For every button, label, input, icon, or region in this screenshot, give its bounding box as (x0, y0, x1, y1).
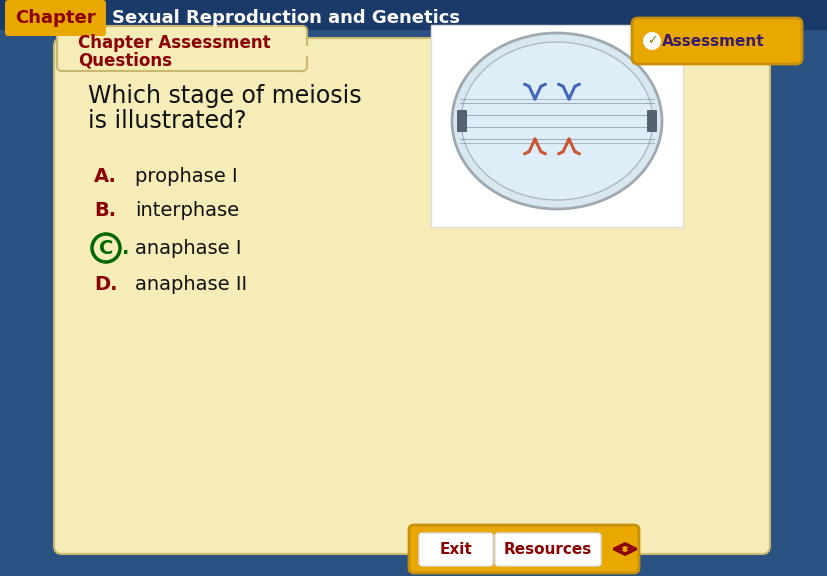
FancyBboxPatch shape (54, 38, 769, 554)
Text: Exit: Exit (439, 541, 472, 556)
Text: Assessment: Assessment (661, 33, 763, 48)
FancyBboxPatch shape (431, 25, 682, 227)
Text: Chapter: Chapter (15, 9, 95, 27)
FancyBboxPatch shape (631, 18, 801, 64)
Text: B.: B. (94, 202, 116, 221)
Text: Chapter Assessment: Chapter Assessment (78, 34, 270, 52)
Text: interphase: interphase (135, 202, 239, 221)
Text: ✓: ✓ (646, 35, 657, 47)
FancyBboxPatch shape (57, 26, 307, 71)
Text: C: C (98, 238, 113, 257)
FancyBboxPatch shape (418, 533, 492, 566)
FancyBboxPatch shape (0, 0, 827, 30)
Text: A.: A. (94, 166, 117, 185)
FancyBboxPatch shape (457, 110, 466, 132)
Polygon shape (62, 46, 302, 66)
Text: Which stage of meiosis: Which stage of meiosis (88, 84, 361, 108)
Text: prophase I: prophase I (135, 166, 237, 185)
FancyBboxPatch shape (495, 533, 600, 566)
FancyBboxPatch shape (409, 525, 638, 573)
FancyBboxPatch shape (646, 110, 656, 132)
Text: D.: D. (94, 275, 117, 294)
Circle shape (643, 32, 660, 50)
Text: anaphase II: anaphase II (135, 275, 246, 294)
Text: Questions: Questions (78, 51, 172, 69)
Text: is illustrated?: is illustrated? (88, 109, 246, 133)
Ellipse shape (461, 42, 653, 200)
Text: Resources: Resources (504, 541, 591, 556)
Polygon shape (302, 46, 769, 56)
Text: Sexual Reproduction and Genetics: Sexual Reproduction and Genetics (112, 9, 460, 27)
Ellipse shape (452, 33, 662, 209)
Text: anaphase I: anaphase I (135, 238, 241, 257)
Text: .: . (122, 238, 129, 257)
FancyBboxPatch shape (5, 0, 106, 36)
